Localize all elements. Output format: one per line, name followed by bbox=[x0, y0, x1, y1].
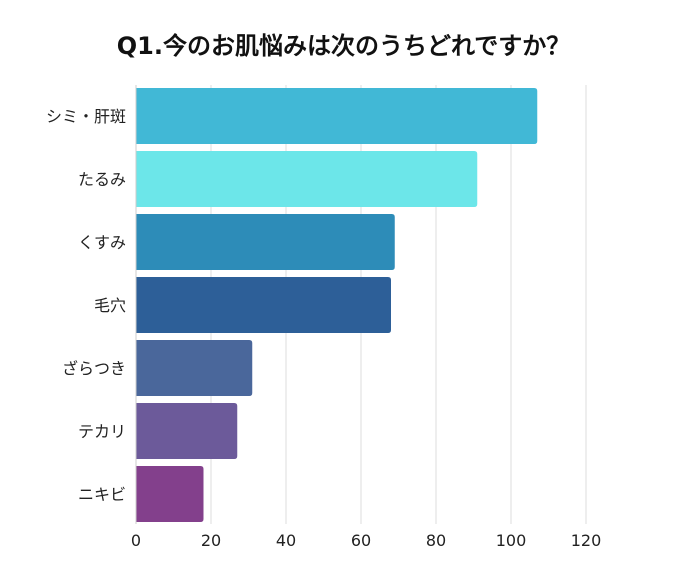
category-label: 毛穴 bbox=[94, 296, 126, 315]
category-label: テカリ bbox=[78, 422, 126, 441]
x-tick-label: 100 bbox=[496, 531, 527, 550]
x-tick-label: 40 bbox=[276, 531, 296, 550]
bar bbox=[136, 277, 391, 333]
bar bbox=[136, 340, 253, 396]
category-label: たるみ bbox=[78, 170, 126, 189]
category-label: ざらつき bbox=[62, 359, 126, 378]
bar bbox=[136, 466, 204, 522]
category-label: くすみ bbox=[78, 233, 126, 252]
bar bbox=[136, 214, 395, 270]
x-tick-label: 120 bbox=[571, 531, 602, 550]
x-tick-label: 60 bbox=[351, 531, 371, 550]
bars bbox=[136, 88, 538, 522]
bar bbox=[136, 151, 478, 207]
x-tick-labels: 0 20 40 60 80 100 120 bbox=[131, 531, 601, 550]
category-label: ニキビ bbox=[78, 485, 126, 504]
x-tick-label: 0 bbox=[131, 531, 141, 550]
x-tick-label: 20 bbox=[201, 531, 221, 550]
category-label: シミ・肝斑 bbox=[46, 107, 126, 126]
bar bbox=[136, 88, 538, 144]
bar bbox=[136, 403, 238, 459]
chart-title: Q1.今のお肌悩みは次のうちどれですか？ bbox=[116, 32, 571, 60]
x-tick-label: 80 bbox=[426, 531, 446, 550]
